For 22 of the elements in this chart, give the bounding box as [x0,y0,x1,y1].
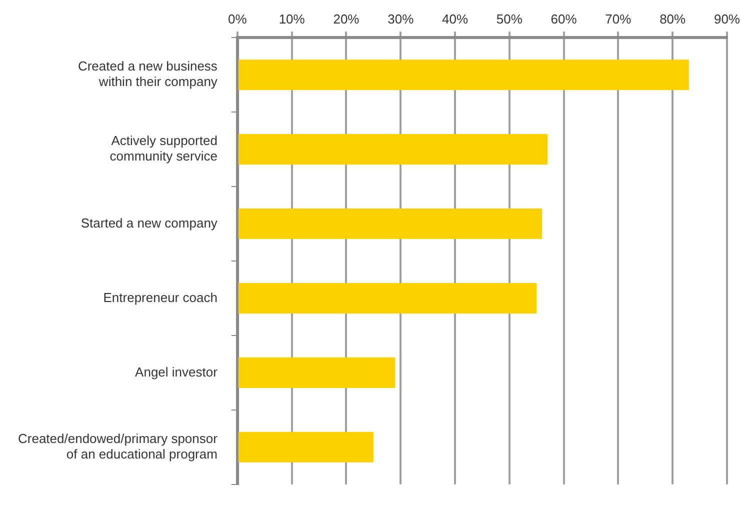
y-tick-label: Entrepreneur coach [103,290,218,305]
x-tick-label: 0% [228,11,248,26]
bar [238,432,374,462]
y-tick-label: Actively supported community service [110,133,218,164]
x-tick-label: 80% [660,11,686,26]
bar [238,208,542,240]
x-tick-label: 30% [388,11,414,26]
x-tick-label: 10% [278,11,306,26]
y-tick-label: Created a new business within their company [78,58,218,90]
x-tick-label: 90% [714,11,740,26]
y-tick-label: Angel investor [135,364,218,380]
y-tick-label: Started a new company [80,215,218,230]
x-tick-label: 20% [333,11,360,26]
y-tick-label: Created/endowed/primary sponsor of an educational program [18,430,218,462]
x-tick-label: 60% [550,11,578,26]
bar [238,357,396,388]
bar [238,282,537,314]
bar [238,134,548,165]
x-tick-label: 40% [442,11,468,26]
bar [238,60,689,90]
x-tick-label: 70% [605,11,632,26]
x-tick-label: 50% [496,11,523,26]
